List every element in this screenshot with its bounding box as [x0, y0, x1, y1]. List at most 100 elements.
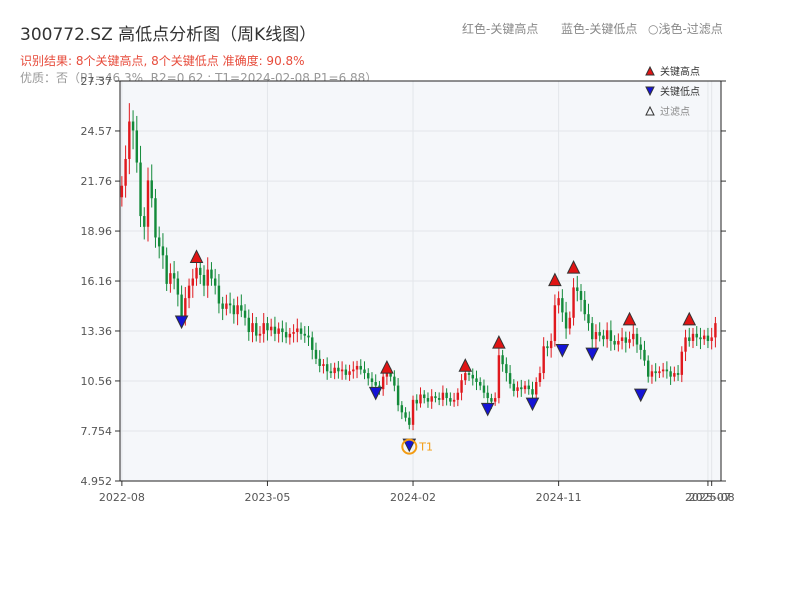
candle-body: [423, 394, 426, 399]
candle-body: [684, 337, 687, 352]
candle-body: [325, 364, 329, 372]
candle-body: [273, 326, 277, 334]
candle-body: [493, 398, 497, 402]
markers: T1: [174, 249, 697, 455]
candle-body: [445, 392, 448, 399]
candle-body: [191, 278, 195, 286]
candle-body: [157, 237, 161, 247]
candle-body: [404, 412, 407, 418]
candle-body: [146, 180, 150, 227]
x-tick-label: 2024-02: [390, 491, 436, 504]
legend-label: 关键高点: [660, 65, 700, 78]
candle-body: [180, 294, 183, 318]
candle-body: [583, 299, 586, 315]
key-low-marker: [525, 397, 540, 412]
candle-body: [665, 369, 669, 372]
candle-body: [165, 255, 168, 284]
candle-body: [120, 185, 124, 198]
candle-body: [281, 328, 284, 333]
candle-body: [400, 405, 404, 413]
candle-body: [490, 398, 493, 402]
candle-body: [202, 274, 206, 286]
candle-body: [292, 332, 295, 334]
candle-body: [169, 273, 172, 284]
candle-body: [415, 399, 418, 404]
candle-body: [296, 328, 299, 333]
candle-body: [355, 365, 359, 370]
candle-body: [650, 371, 654, 377]
candle-body: [411, 399, 415, 425]
candle-body: [508, 373, 512, 384]
candle-body: [535, 382, 538, 395]
x-tick-label: 2023-05: [244, 491, 290, 504]
candle-body: [624, 337, 628, 343]
candle-body: [228, 303, 232, 306]
y-tick-label: 7.754: [81, 425, 113, 438]
candle-body: [486, 392, 489, 399]
candle-body: [381, 376, 385, 390]
x-tick-label: 2025-08: [689, 491, 735, 504]
y-tick-label: 10.56: [81, 375, 113, 388]
candle-body: [269, 326, 273, 331]
y-tick-label: 18.96: [81, 225, 113, 238]
candle-body: [389, 373, 392, 377]
candle-body: [266, 323, 269, 331]
candle-body: [669, 371, 672, 377]
candle-body: [344, 369, 348, 375]
axes: 27.37 24.57 21.76 18.96 16.16 13.36 10.56 7.754…: [81, 75, 735, 504]
candle-body: [333, 367, 336, 374]
candle-body: [139, 162, 142, 217]
key-high-marker: [622, 311, 637, 326]
key-high-marker: [458, 358, 473, 372]
candle-body: [135, 130, 139, 163]
candle-body: [553, 305, 557, 341]
candle-body: [646, 360, 650, 377]
candle-body: [620, 337, 624, 341]
candle-body: [602, 335, 605, 340]
candle-body: [184, 298, 187, 318]
y-tick-label: 16.16: [81, 275, 113, 288]
y-tick-label: 24.57: [81, 125, 113, 138]
key-low-marker: [585, 347, 600, 362]
candle-body: [247, 317, 250, 333]
candle-body: [702, 335, 706, 340]
candle-body: [505, 364, 508, 374]
candle-body: [221, 303, 224, 309]
candle-body: [131, 121, 135, 131]
candle-body: [337, 367, 340, 372]
candle-body: [236, 305, 239, 315]
candle-body: [658, 371, 661, 374]
legend-label: 关键低点: [660, 85, 700, 98]
x-tick-label: 2025-07: [685, 491, 731, 504]
candle-body: [609, 330, 613, 341]
candle-body: [225, 303, 228, 309]
candle-body: [482, 385, 486, 393]
key-high-marker: [189, 249, 204, 263]
candle-body: [318, 358, 321, 366]
candle-body: [172, 273, 176, 279]
candle-body: [579, 291, 583, 300]
candle-body: [546, 346, 549, 349]
candle-body: [706, 335, 710, 341]
candle-body: [311, 337, 314, 350]
candle-body: [520, 387, 523, 390]
candle-body: [512, 383, 516, 391]
candle-body: [516, 387, 519, 391]
candle-body: [314, 349, 318, 359]
legend-marker: [645, 86, 655, 97]
candle-body: [661, 369, 665, 372]
candle-body: [643, 349, 646, 361]
key-low-marker: [555, 344, 570, 358]
candle-body: [449, 398, 452, 402]
candle-body: [374, 382, 377, 386]
candle-body: [531, 389, 534, 395]
candle-body: [307, 335, 310, 338]
candle-body: [460, 380, 463, 393]
legend-label: 过滤点: [660, 105, 690, 118]
chart-title: 300772.SZ 高低点分析图（周K线图）: [20, 25, 317, 45]
candle-body: [154, 198, 157, 238]
candle-body: [329, 371, 333, 374]
candle-body: [322, 364, 325, 366]
legend-blue-low: 蓝色-关键低点: [561, 22, 638, 36]
candle-body: [561, 298, 564, 313]
